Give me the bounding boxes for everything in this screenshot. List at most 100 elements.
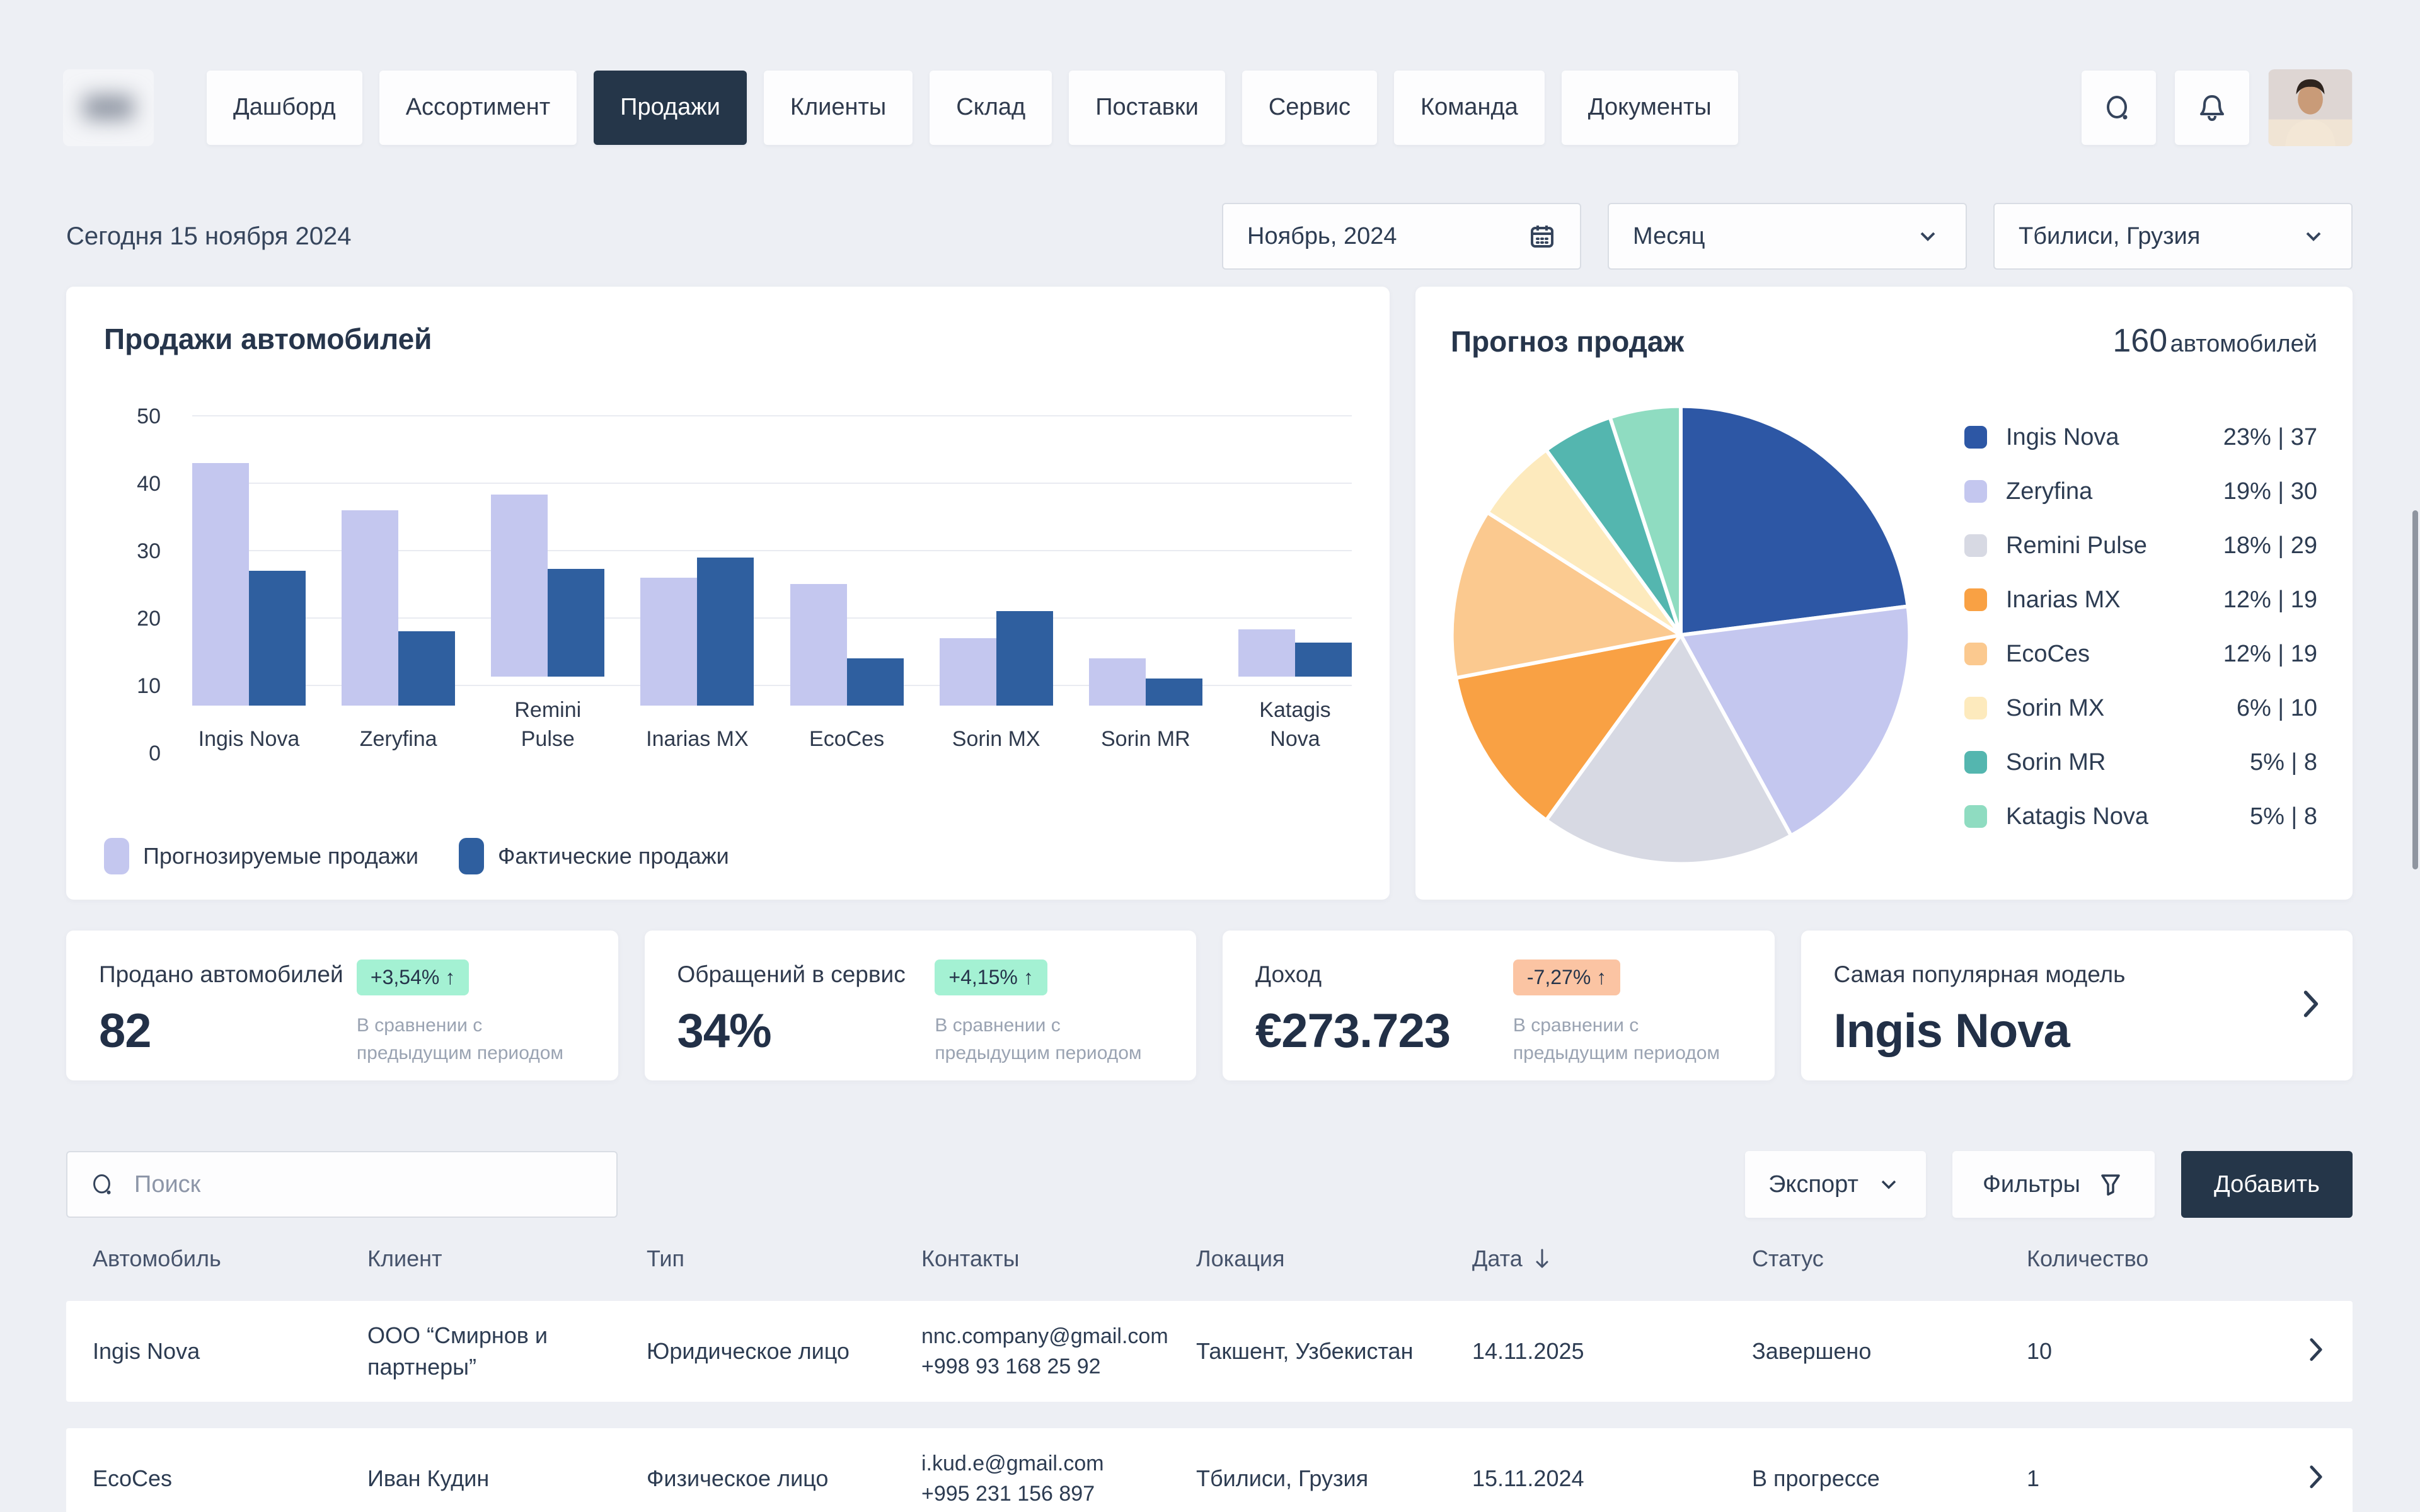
kpi-trend-badge: +3,54% ↑ [356,959,470,995]
row-open-button[interactable] [2308,1337,2353,1365]
chevron-right-icon [2310,1338,2322,1361]
period-select[interactable]: Месяц [1608,203,1967,270]
nav-tab-7[interactable]: Сервис [1242,70,1377,145]
bar-forecast [790,584,847,706]
column-header-label: Клиент [367,1246,442,1271]
bar-category-label: Ingis Nova [198,727,300,751]
kpi-right: -7,27% ↑ В сравнении с предыдущим периодо… [1512,959,1742,1063]
column-header-1: Автомобиль [93,1246,367,1272]
cell-date: 14.11.2025 [1472,1338,1584,1364]
row-open-button[interactable] [2308,1465,2353,1492]
kpi-trend-badge: +4,15% ↑ [935,959,1047,995]
pie-legend-swatch [1964,697,1987,719]
bar-chart-legend: Прогнозируемые продажи Фактические продаж… [104,838,729,874]
kpi-chevron-button[interactable] [2302,990,2320,1021]
pie-legend-value: 6% | 10 [2236,694,2317,721]
cell-car: EcoCes [93,1465,173,1491]
top-actions [2082,69,2353,146]
filters-button[interactable]: Фильтры [1952,1151,2155,1218]
pie-legend-value: 12% | 19 [2223,586,2317,613]
kpi-value: €273.723 [1255,1004,1451,1058]
table-header: Автомобиль Клиент Тип Контакты Локация Дата Ст… [66,1232,2353,1286]
kpi-label: Обращений в сервис [677,961,906,987]
pie-legend-swatch [1964,805,1987,828]
bar-category-label: EcoCes [809,727,885,751]
chevron-right-icon [2310,1465,2322,1489]
toolbar-controls: Ноябрь, 2024 Месяц Тбилиси, Грузия [1222,203,2353,270]
cell-contacts: nnc.company@gmail.com +998 93 168 25 92 [921,1321,1196,1382]
kpi-card-4: Самая популярная модель Ingis Nova [1801,931,2353,1080]
nav-tab-9[interactable]: Документы [1561,70,1738,145]
bar-forecast [1088,658,1146,706]
pie-legend-name: Inarias MX [2006,586,2121,613]
pie-legend-swatch [1964,643,1987,665]
nav-tab-4[interactable]: Клиенты [763,70,913,145]
top-bar: Дашборд Ассортимент Продажи Клиенты Склад Пос… [63,68,2353,147]
sort-desc-icon [1536,1249,1548,1268]
cell-date: 15.11.2024 [1472,1465,1584,1491]
bar-category-label: Sorin MR [1100,727,1190,751]
nav-tab-1[interactable]: Дашборд [207,70,362,145]
pie-chart-legend: Ingis Nova 23% | 37 Zeryfina 19% | 30 Remini… [1964,410,2317,844]
search-input[interactable] [134,1171,595,1198]
scrollbar-thumb[interactable] [2412,510,2418,869]
bar-group: Ingis Nova [192,416,306,753]
pie-legend-name: Ingis Nova [2006,423,2119,450]
period-select-value: Месяц [1633,222,1705,249]
nav-tab-8[interactable]: Команда [1393,70,1545,145]
pie-legend-row: Katagis Nova 5% | 8 [1964,789,2317,844]
pie-legend-swatch [1964,534,1987,557]
pie-legend-name: EcoCes [2006,640,2090,667]
pie-chart [1449,404,1912,866]
cell-location: Тбилиси, Грузия [1196,1465,1369,1491]
location-select[interactable]: Тбилиси, Грузия [1993,203,2353,270]
kpi-left: Доход €273.723 [1255,959,1513,1058]
column-header-6[interactable]: Дата [1472,1246,1752,1272]
table-actions: Экспорт Фильтры Добавить [1745,1151,2353,1218]
bar-category-label: Sorin MX [952,727,1040,751]
current-date-label: Сегодня 15 ноября 2024 [66,222,352,250]
legend-label: Фактические продажи [498,843,729,869]
nav-tab-3[interactable]: Продажи [594,70,747,145]
search-icon [93,1174,111,1194]
bar-forecast [1238,629,1295,677]
bar-pair [192,416,306,706]
nav-tab-2[interactable]: Ассортимент [379,70,577,145]
add-button[interactable]: Добавить [2181,1151,2353,1218]
cell-location: Такшент, Узбекистан [1196,1338,1414,1364]
column-header-3: Тип [647,1246,921,1272]
pie-legend-name: Remini Pulse [2006,532,2147,559]
table-row-2[interactable]: EcoCes Иван Кудин Физическое лицо i.kud.e@g… [66,1428,2353,1512]
cell-type: Физическое лицо [647,1465,829,1491]
y-axis-label: 20 [137,607,161,631]
user-avatar[interactable] [2268,69,2353,146]
bar-chart-plot: 0 10 20 30 40 50 Ingis Nova Zeryfina Remini Puls… [137,404,1352,765]
logo-image [83,94,134,120]
search-button[interactable] [2082,70,2156,145]
pie-slice-5 [1449,510,1683,680]
bar-pair [790,416,904,706]
bar-forecast [192,463,249,706]
bar-category-label: Katagis Nova [1259,698,1331,751]
sales-forecast-card: Прогноз продаж 160 автомобилей Ingis Nov… [1415,287,2353,900]
pie-legend-value: 23% | 37 [2223,423,2317,450]
export-button[interactable]: Экспорт [1745,1151,1926,1218]
notifications-button[interactable] [2175,70,2249,145]
kpi-note: В сравнении с предыдущим периодом [356,1015,564,1063]
search-icon [2107,95,2128,119]
kpi-note: В сравнении с предыдущим периодом [935,1015,1142,1063]
table-row-1[interactable]: Ingis Nova ООО “Смирнов и партнеры” Юридич… [66,1301,2353,1402]
bar-forecast [640,578,698,706]
bar-actual [398,631,456,706]
pie-legend-swatch [1964,480,1987,503]
pie-legend-row: Ingis Nova 23% | 37 [1964,410,2317,464]
bar-pair [640,416,754,706]
date-picker[interactable]: Ноябрь, 2024 [1222,203,1581,270]
pie-total: 160 автомобилей [2112,322,2317,360]
nav-tab-5[interactable]: Склад [930,70,1052,145]
nav-tab-6[interactable]: Поставки [1069,70,1225,145]
bar-pair [491,416,605,677]
cell-car: Ingis Nova [93,1338,200,1364]
pie-legend-swatch [1964,588,1987,611]
kpi-trend-badge: -7,27% ↑ [1512,959,1621,995]
